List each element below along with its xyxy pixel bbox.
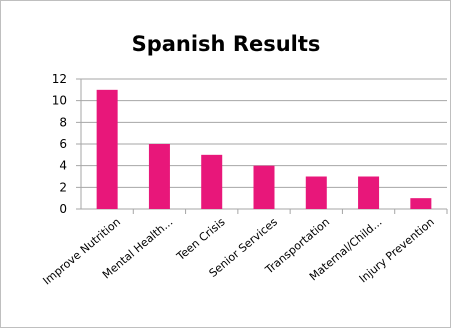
y-tick-label: 4 xyxy=(59,159,67,173)
y-tick-label: 6 xyxy=(59,137,67,151)
bar xyxy=(96,89,118,209)
y-tick-label: 12 xyxy=(52,72,67,86)
y-tick-label: 2 xyxy=(59,180,67,194)
bar xyxy=(305,176,327,209)
y-axis: 0 2 4 6 8 10 12 xyxy=(52,72,448,216)
bar xyxy=(253,165,275,209)
y-tick-label: 8 xyxy=(59,115,67,129)
chart-title: Spanish Results xyxy=(132,32,321,56)
bar xyxy=(201,154,223,209)
x-category-label: Teen Crisis xyxy=(174,215,228,263)
y-tick-label: 0 xyxy=(59,202,67,216)
y-tick-label: 10 xyxy=(52,94,67,108)
bar xyxy=(358,176,380,209)
bar xyxy=(148,144,170,209)
bars xyxy=(96,89,432,209)
bar xyxy=(410,198,432,209)
